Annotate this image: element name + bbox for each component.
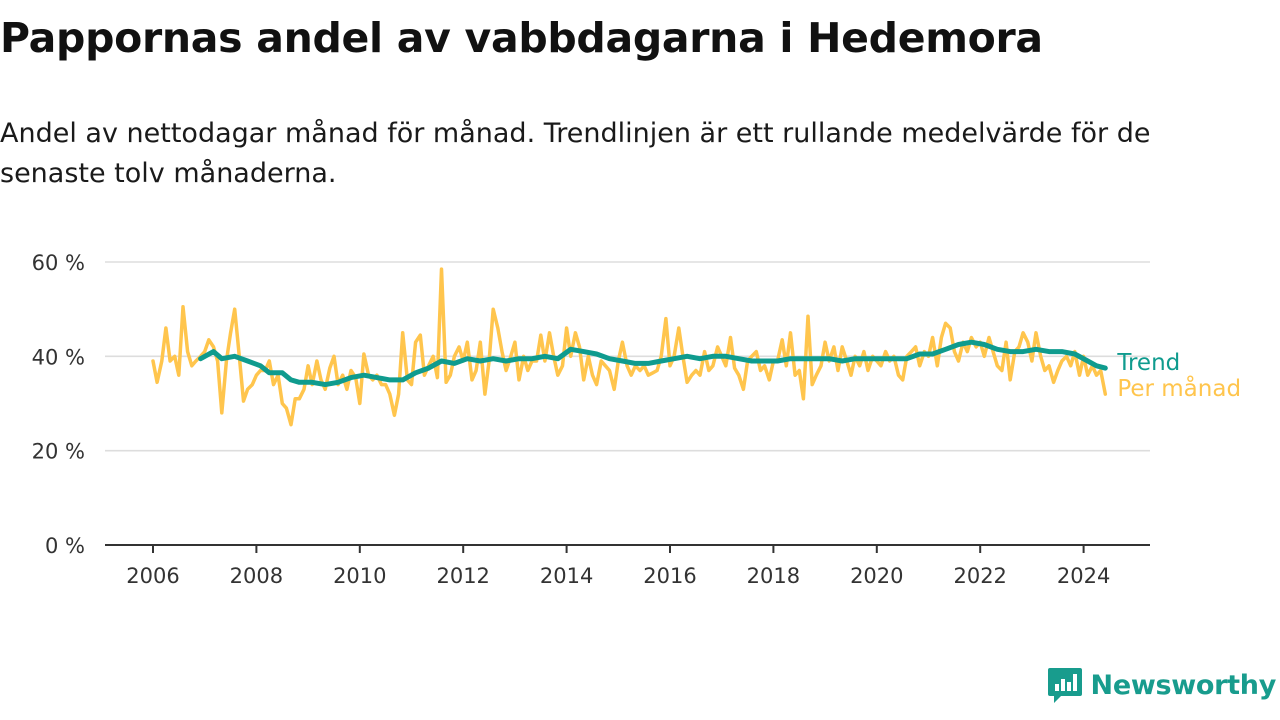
x-tick-label: 2012: [436, 564, 489, 588]
x-tick-label: 2022: [953, 564, 1006, 588]
x-tick-label: 2024: [1057, 564, 1110, 588]
chart-title: Pappornas andel av vabbdagarna i Hedemor…: [0, 14, 1043, 62]
axis-layer: 0 % 20 % 40 % 60 % 2006 2008 2010 2012 2014 2016 2…: [32, 251, 1150, 588]
x-tick-label: 2018: [747, 564, 800, 588]
x-tick-label: 2010: [333, 564, 386, 588]
y-tick-label: 60 %: [32, 251, 85, 275]
line-chart: 0 % 20 % 40 % 60 % 2006 2008 2010 2012 2014 2016 2…: [32, 251, 1241, 588]
brand-name: Newsworthy: [1090, 669, 1277, 701]
newsworthy-brand: Newsworthy: [1047, 666, 1276, 704]
chart-subtitle: Andel av nettodagar månad för månad. Tre…: [0, 118, 1151, 189]
y-tick-label: 40 %: [32, 345, 85, 369]
series-layer: [151, 267, 1108, 427]
monthly-line: [151, 267, 1108, 427]
x-tick-label: 2020: [850, 564, 903, 588]
legend-monthly-label: Per månad: [1117, 374, 1241, 402]
trend-line: [198, 339, 1108, 388]
x-tick-label: 2014: [540, 564, 593, 588]
y-tick-label: 20 %: [32, 440, 85, 464]
grid-layer: [105, 261, 1150, 452]
x-tick-label: 2006: [126, 564, 179, 588]
y-tick-label: 0 %: [45, 534, 85, 558]
newsworthy-logo-icon: [1047, 668, 1082, 703]
x-tick-label: 2008: [230, 564, 283, 588]
legend-trend-label: Trend: [1116, 350, 1180, 376]
x-tick-label: 2016: [643, 564, 696, 588]
